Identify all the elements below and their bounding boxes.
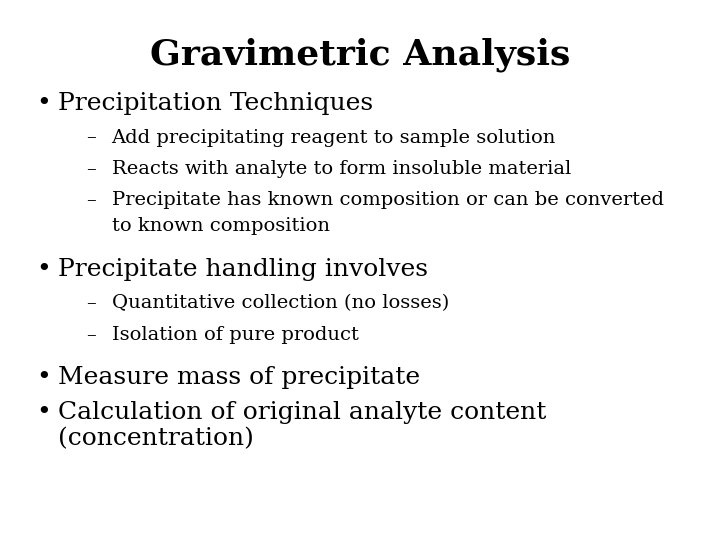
Text: Gravimetric Analysis: Gravimetric Analysis [150,38,570,72]
Text: Precipitate has known composition or can be converted: Precipitate has known composition or can… [112,191,664,209]
Text: –: – [86,129,96,146]
Text: Add precipitating reagent to sample solution: Add precipitating reagent to sample solu… [112,129,556,146]
Text: Quantitative collection (no losses): Quantitative collection (no losses) [112,294,449,312]
Text: (concentration): (concentration) [58,427,253,450]
Text: Precipitate handling involves: Precipitate handling involves [58,258,428,281]
Text: Isolation of pure product: Isolation of pure product [112,326,359,343]
Text: Measure mass of precipitate: Measure mass of precipitate [58,366,420,389]
Text: •: • [36,401,50,424]
Text: •: • [36,258,50,281]
Text: Precipitation Techniques: Precipitation Techniques [58,92,373,115]
Text: •: • [36,92,50,115]
Text: Reacts with analyte to form insoluble material: Reacts with analyte to form insoluble ma… [112,160,571,178]
Text: to known composition: to known composition [112,217,330,235]
Text: –: – [86,160,96,178]
Text: Calculation of original analyte content: Calculation of original analyte content [58,401,546,424]
Text: •: • [36,366,50,389]
Text: –: – [86,326,96,343]
Text: –: – [86,294,96,312]
Text: –: – [86,191,96,209]
